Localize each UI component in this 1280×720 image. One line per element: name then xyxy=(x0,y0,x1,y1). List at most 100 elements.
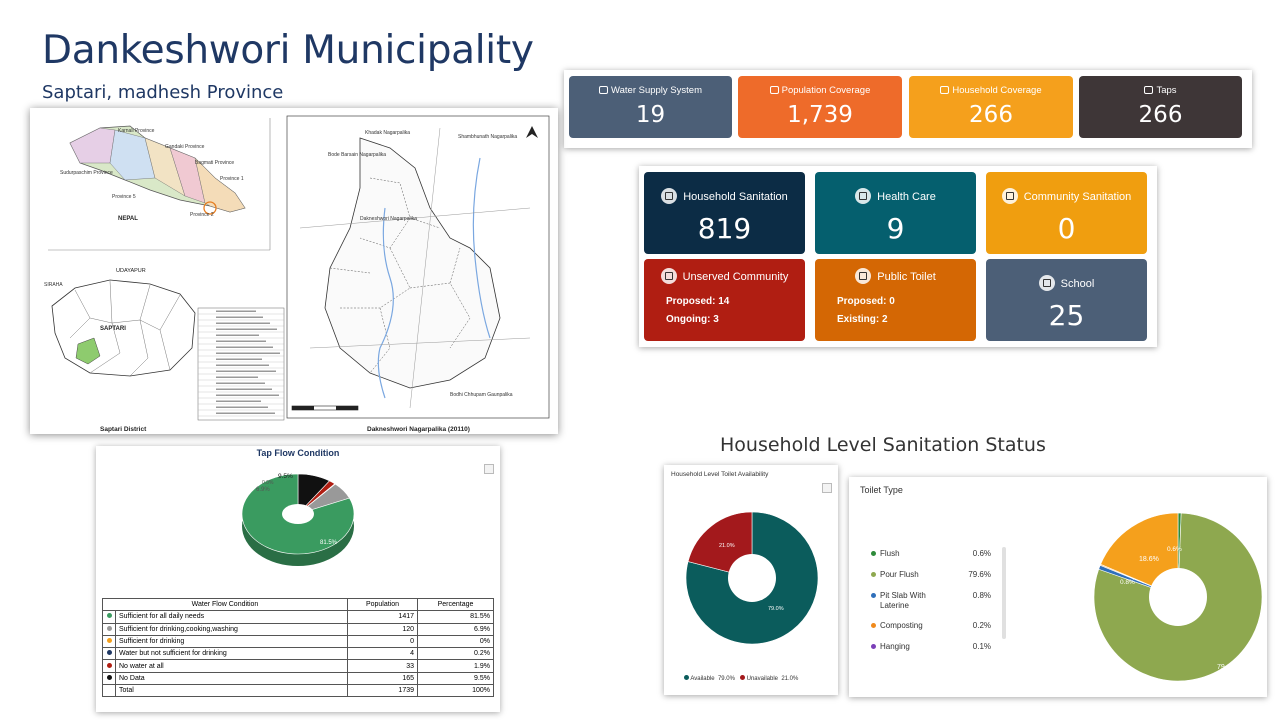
row-label: Total xyxy=(115,684,348,698)
legend-pct: 0.6% xyxy=(972,549,991,558)
unserved-community-card[interactable]: Unserved Community Proposed: 14 Ongoing: … xyxy=(644,259,805,341)
population-coverage-label: Population Coverage xyxy=(781,85,871,96)
province2-label: Province 2 xyxy=(190,212,214,218)
school-icon xyxy=(1038,275,1055,291)
available-legend-pct: 79.0% xyxy=(717,676,735,682)
legend-pct: 0.2% xyxy=(972,621,991,630)
row-color-cell xyxy=(102,610,116,624)
document-icon xyxy=(660,268,677,284)
nepal-map: NEPAL Karnali Province Gandaki Province … xyxy=(60,125,246,222)
col-percentage: Percentage xyxy=(417,597,494,612)
pour-flush-slice-label: 79.6% xyxy=(1217,664,1237,671)
health-care-card[interactable]: Health Care 9 xyxy=(815,172,976,254)
type-donut-hole xyxy=(1149,568,1207,626)
row-population: 120 xyxy=(347,622,418,636)
row-color-cell xyxy=(102,671,116,686)
legend-dot xyxy=(871,593,876,598)
legend-item[interactable]: Hanging 0.1% xyxy=(871,642,991,663)
flush-slice-label: 0.6% xyxy=(1167,546,1182,553)
population-coverage-card[interactable]: Population Coverage 1,739 xyxy=(738,76,902,138)
legend-dot xyxy=(871,551,876,556)
row-population: 1417 xyxy=(347,610,418,624)
map-legend-table xyxy=(197,307,285,421)
toilet-type-donut: 79.6% 18.6% 0.6% 0.8% xyxy=(1093,512,1263,682)
available-legend-name: Available xyxy=(690,676,715,682)
row-percentage: 6.9% xyxy=(417,622,494,636)
legend-item[interactable]: Pit Slab With Laterine 0.8% xyxy=(871,591,991,621)
row-color-cell xyxy=(102,647,116,661)
row-label: Sufficient for drinking,cooking,washing xyxy=(115,622,348,636)
legend-dot xyxy=(106,662,112,668)
table-row: Sufficient for all daily needs 1417 81.5% xyxy=(102,610,494,624)
public-toilet-card[interactable]: Public Toilet Proposed: 0 Existing: 2 xyxy=(815,259,976,341)
row-label: Water but not sufficient for drinking xyxy=(115,647,348,661)
household-coverage-value: 266 xyxy=(969,102,1013,128)
legend-item[interactable]: Composting 0.2% xyxy=(871,621,991,642)
availability-legend: Available 79.0% Unavailable 21.0% xyxy=(684,675,798,682)
chart-menu-icon[interactable] xyxy=(822,483,832,493)
row-color-cell xyxy=(102,684,116,698)
sudurpaschim-label: Sudurpaschim Province xyxy=(60,170,113,176)
household-coverage-card[interactable]: Household Coverage 266 xyxy=(909,76,1073,138)
page-subtitle: Saptari, madhesh Province xyxy=(42,82,284,103)
taps-card[interactable]: Taps 266 xyxy=(1079,76,1242,138)
unavailable-legend-dot xyxy=(739,675,745,680)
taps-label: Taps xyxy=(1156,85,1177,96)
row-population: 0 xyxy=(347,634,418,649)
community-sanitation-card[interactable]: Community Sanitation 0 xyxy=(986,172,1147,254)
siraha-label: SIRAHA xyxy=(44,282,63,288)
map-svg: NEPAL Karnali Province Gandaki Province … xyxy=(44,115,550,433)
tap-icon xyxy=(1144,86,1154,94)
other-slice-label: 18.6% xyxy=(1139,556,1159,563)
sanitation-section-title: Household Level Sanitation Status xyxy=(720,434,1046,456)
water-supply-label: Water Supply System xyxy=(611,85,702,96)
legend-pct: 79.6% xyxy=(968,570,991,579)
unserved-community-label: Unserved Community xyxy=(682,271,789,283)
toilet-type-panel: Toilet Type Flush 0.6% Pour Flush 79.6% Pit … xyxy=(849,477,1267,697)
water-supply-value: 19 xyxy=(635,102,666,128)
row-population: 1739 xyxy=(347,684,418,698)
health-icon xyxy=(855,188,872,204)
province1-label: Province 1 xyxy=(220,176,244,182)
water-flow-table: Water Flow Condition Population Percenta… xyxy=(102,597,494,698)
saptari-district-caption: Saptari District xyxy=(100,426,147,433)
khadak-label: Khadak Nagarpalika xyxy=(365,130,410,136)
row-percentage: 0.2% xyxy=(417,647,494,661)
chart-menu-icon[interactable] xyxy=(484,464,494,474)
pit-slice-label: 0.8% xyxy=(1120,579,1135,586)
household-sanitation-card[interactable]: Household Sanitation 819 xyxy=(644,172,805,254)
row-percentage: 100% xyxy=(417,684,494,698)
table-row: No water at all 33 1.9% xyxy=(102,659,494,673)
toilet-availability-panel: Household Level Toilet Availability 79.0… xyxy=(664,465,838,695)
available-legend-dot xyxy=(684,675,689,680)
legend-dot xyxy=(871,572,876,577)
legend-name: Pour Flush xyxy=(880,570,919,579)
table-row: Total 1739 100% xyxy=(102,684,494,698)
unavailable-legend-pct: 21.0% xyxy=(781,676,799,682)
legend-item[interactable]: Flush 0.6% xyxy=(871,549,991,570)
school-card[interactable]: School 25 xyxy=(986,259,1147,341)
water-supply-card[interactable]: Water Supply System 19 xyxy=(569,76,732,138)
legend-scrollbar[interactable] xyxy=(1002,547,1006,639)
edit-icon xyxy=(599,86,608,94)
available-slice-label: 79.0% xyxy=(768,606,784,612)
row-label: Sufficient for drinking xyxy=(115,634,348,649)
household-sanitation-label: Household Sanitation xyxy=(683,191,788,203)
users-icon xyxy=(769,86,779,94)
row-percentage: 1.9% xyxy=(417,659,494,673)
legend-dot xyxy=(106,625,112,631)
legend-item[interactable]: Pour Flush 79.6% xyxy=(871,570,991,591)
saptari-map: UDAYAPUR SIRAHA SAPTARI Saptari District xyxy=(44,268,196,433)
row-color-cell xyxy=(102,622,116,636)
province5-label: Province 5 xyxy=(112,194,136,200)
toilet-availability-title: Household Level Toilet Availability xyxy=(671,471,769,478)
legend-dot xyxy=(106,674,112,680)
legend-name: Hanging xyxy=(880,642,910,651)
row-label: No Data xyxy=(115,671,348,686)
health-care-value: 9 xyxy=(886,212,905,245)
services-panel: Household Sanitation 819 Health Care 9 C… xyxy=(639,166,1157,347)
legend-dot xyxy=(871,623,876,628)
col-population: Population xyxy=(347,597,418,612)
gandaki-label: Gandaki Province xyxy=(165,144,205,150)
house-icon xyxy=(661,188,678,204)
